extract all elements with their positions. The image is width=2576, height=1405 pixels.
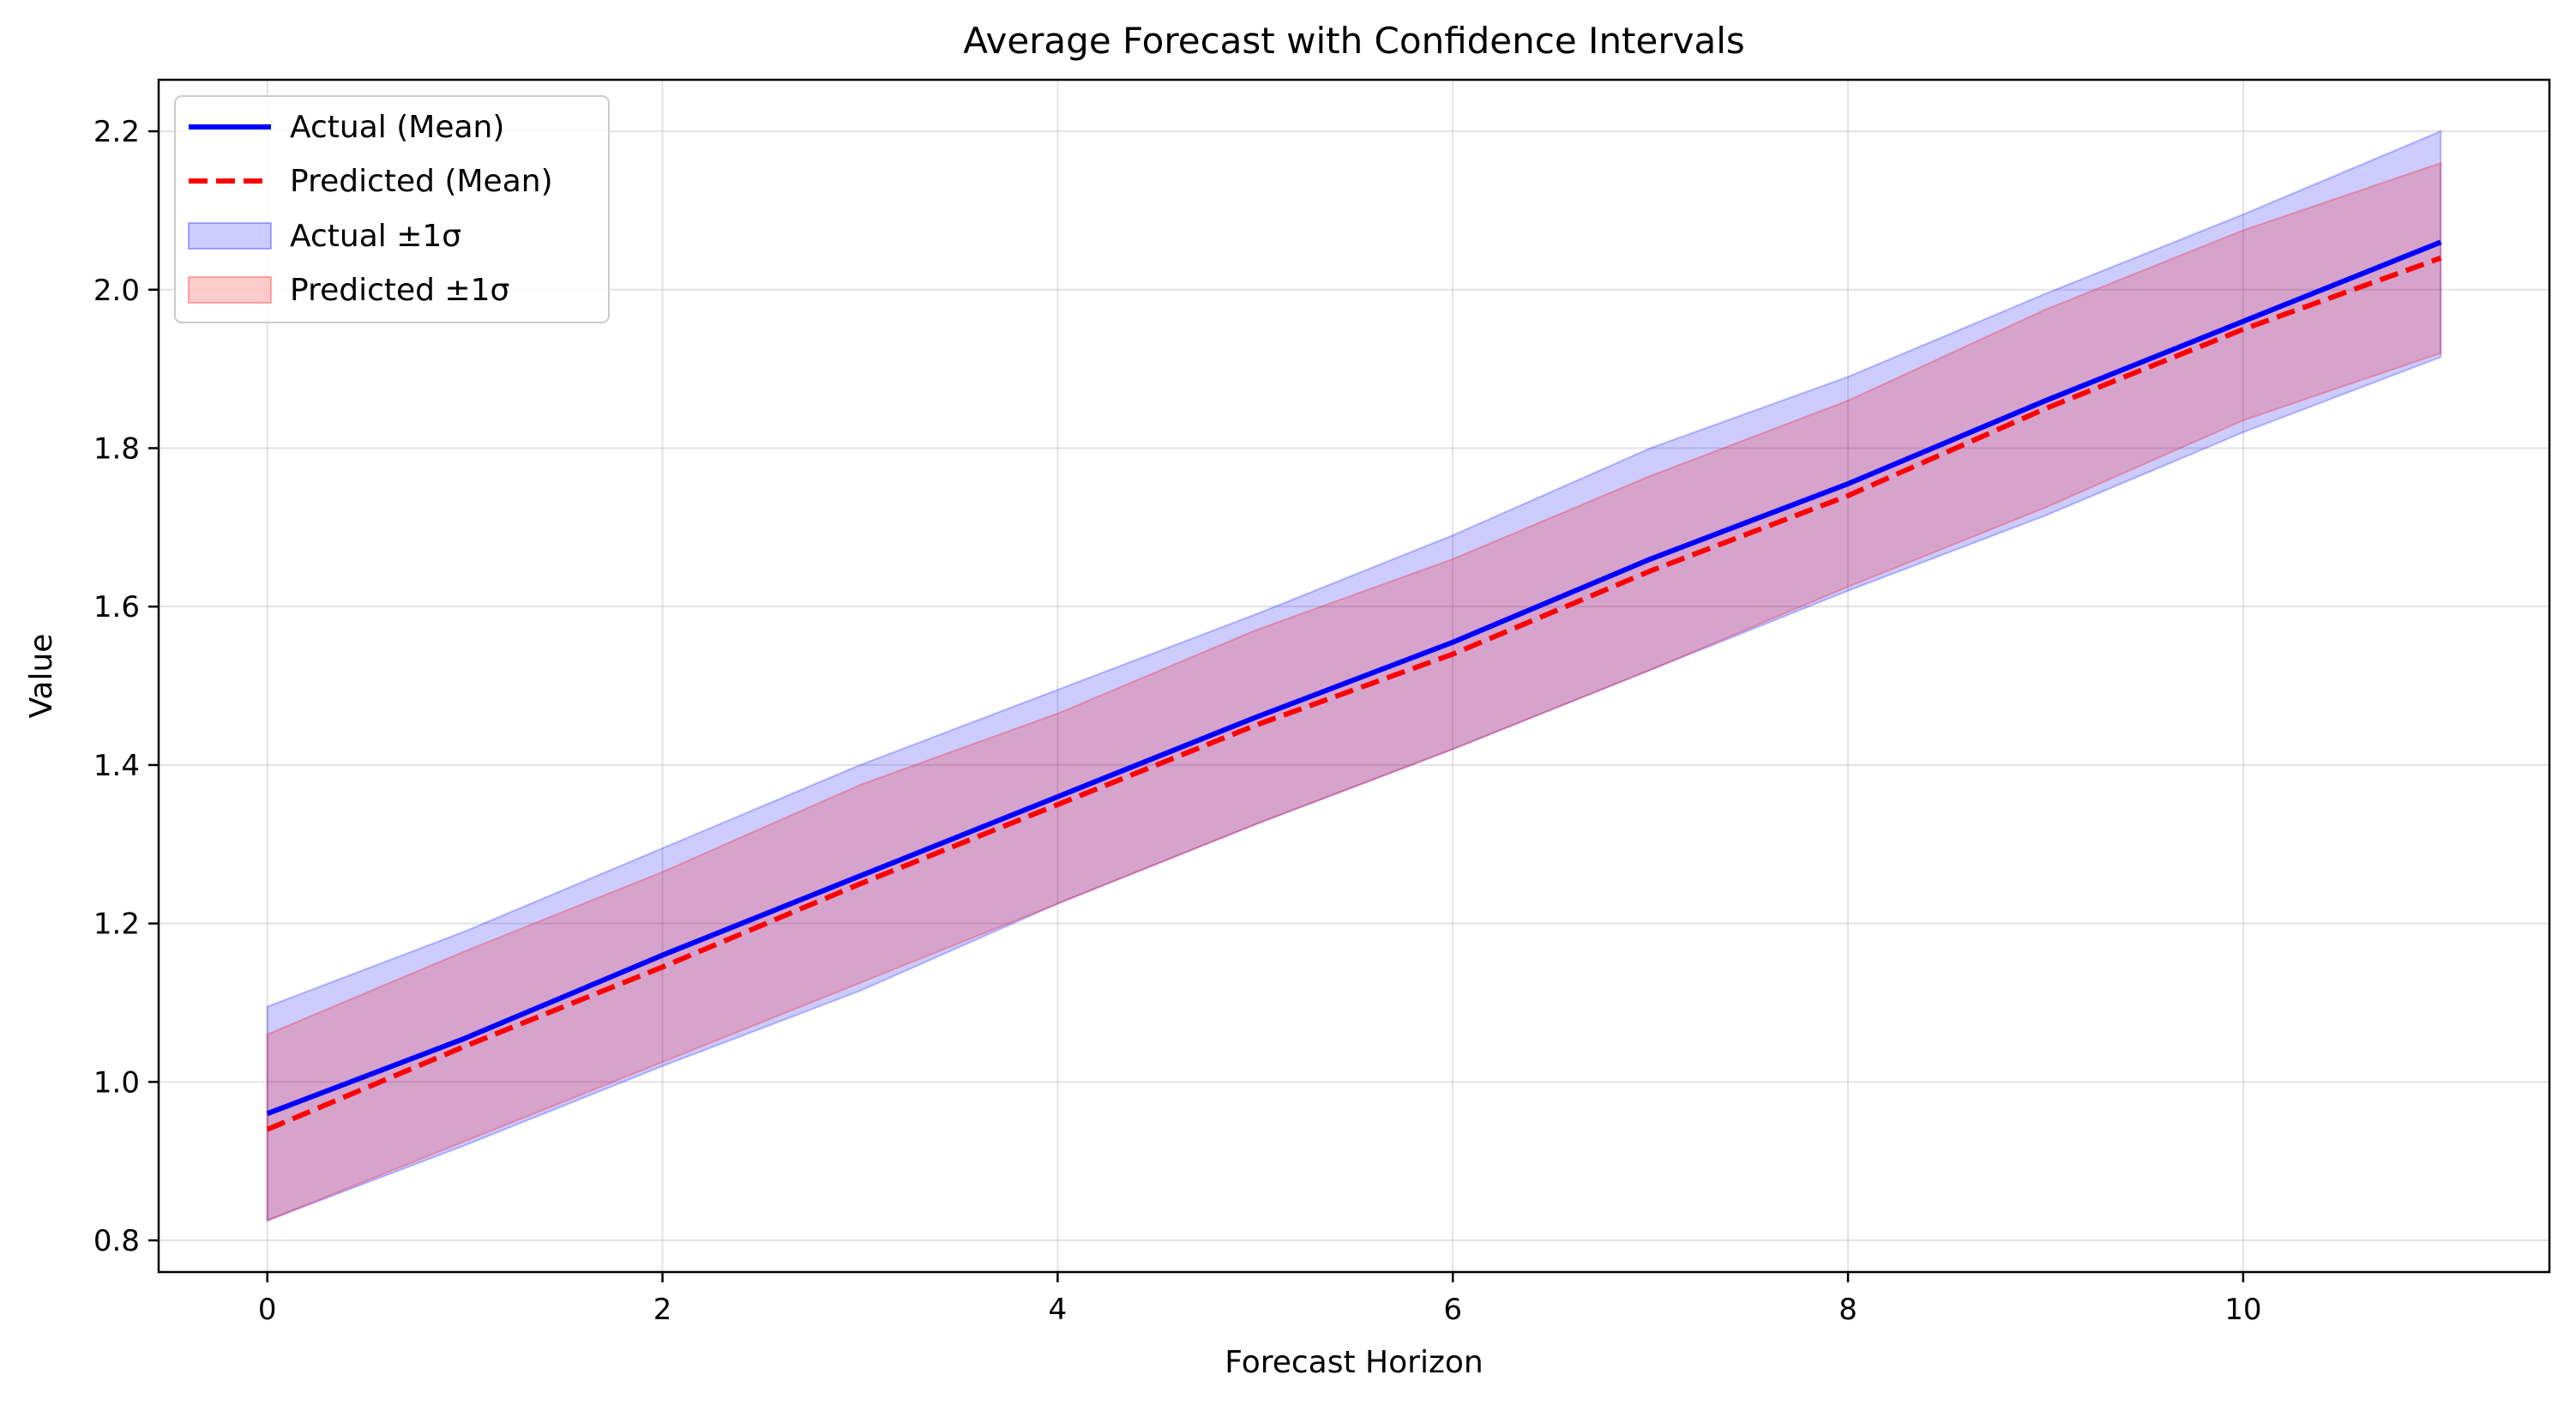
plot-frame: [157, 78, 2551, 1274]
mean-lines: [266, 239, 2442, 1132]
x-tick-label: 0: [258, 1293, 277, 1327]
legend-label-predicted-mean: Predicted (Mean): [290, 164, 553, 199]
x-tick-label: 10: [2224, 1293, 2261, 1327]
legend-box: [174, 95, 610, 323]
confidence-bands: [266, 130, 2442, 1222]
predicted-mean-line: [266, 255, 2442, 1132]
legend: Actual (Mean) Predicted (Mean) Actual ±1…: [174, 95, 610, 323]
legend-label-actual-band: Actual ±1σ: [290, 219, 461, 254]
x-axis-ticks: 0 2 4 6 8 10: [258, 1272, 2261, 1327]
y-tick-label: 2.2: [93, 115, 140, 149]
y-tick-label: 1.6: [93, 590, 140, 624]
chart-title: Average Forecast with Confidence Interva…: [963, 20, 1745, 62]
y-axis-label: Value: [24, 634, 59, 719]
legend-label-actual-mean: Actual (Mean): [290, 110, 504, 145]
x-axis-label: Forecast Horizon: [1225, 1345, 1483, 1380]
legend-swatch-actual-band: [188, 222, 272, 250]
x-tick-label: 8: [1839, 1293, 1857, 1327]
y-tick-label: 2.0: [93, 274, 140, 308]
x-tick-label: 4: [1049, 1293, 1068, 1327]
y-axis-ticks: 0.8 1.0 1.2 1.4 1.6 1.8 2.0 2.2: [93, 115, 159, 1258]
y-tick-label: 1.2: [93, 908, 140, 942]
legend-label-predicted-band: Predicted ±1σ: [290, 273, 509, 308]
x-tick-label: 2: [653, 1293, 672, 1327]
y-tick-label: 1.0: [93, 1065, 140, 1100]
x-tick-label: 6: [1443, 1293, 1462, 1327]
actual-mean-line: [266, 239, 2442, 1117]
predicted-confidence-band: [266, 161, 2442, 1222]
legend-swatch-predicted-band: [188, 276, 272, 304]
grid-layer: [159, 80, 2549, 1272]
y-tick-label: 1.4: [93, 749, 140, 783]
actual-confidence-band: [266, 130, 2442, 1222]
y-tick-label: 1.8: [93, 431, 140, 466]
y-tick-label: 0.8: [93, 1224, 140, 1258]
